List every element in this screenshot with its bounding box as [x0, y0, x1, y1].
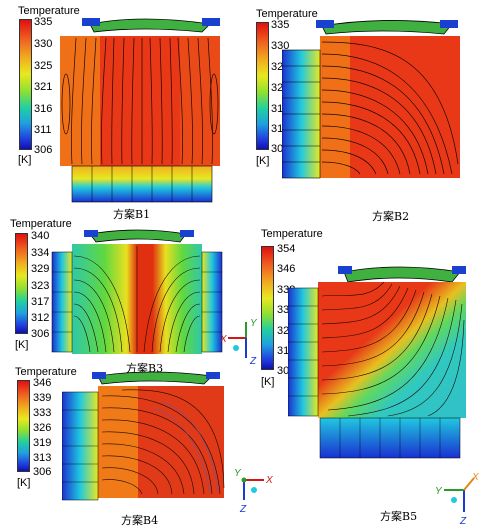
tick-b5-6: 306: [277, 365, 296, 377]
tick-b2-3: 321: [271, 82, 290, 94]
tick-b2-6: 306: [271, 143, 290, 155]
axis-y-b4: Y: [234, 468, 242, 479]
caption-b2: 方案B2: [372, 210, 410, 223]
unit-b4: [K]: [17, 477, 31, 489]
tick-b4-5: 313: [33, 452, 52, 464]
legend-title-b3: Temperature: [10, 218, 72, 230]
tick-b1-0: 335: [34, 16, 53, 28]
streamline-panel-b2: [282, 20, 460, 179]
tick-b3-0: 340: [31, 230, 50, 242]
tick-b3-4: 317: [31, 296, 50, 308]
tick-b4-0: 346: [33, 377, 52, 389]
axis-triad-b4: Y X Z: [234, 468, 273, 515]
tick-b4-6: 306: [33, 466, 52, 478]
tick-b5-4: 322: [277, 325, 296, 337]
tick-b1-4: 316: [34, 103, 53, 115]
colorbar-b1: [19, 19, 32, 150]
tick-b1-5: 311: [34, 124, 52, 136]
tick-b1-6: 306: [34, 144, 53, 156]
tick-b3-5: 312: [31, 312, 50, 324]
tick-b4-1: 339: [33, 392, 52, 404]
streamline-panel-b4: [62, 371, 225, 501]
tick-b5-2: 338: [277, 284, 296, 296]
tick-b3-2: 329: [31, 263, 50, 275]
caption-b5: 方案B5: [380, 510, 418, 523]
axis-z-b4: Z: [239, 504, 247, 515]
tick-b2-0: 335: [271, 19, 290, 31]
unit-b1: [K]: [18, 154, 32, 166]
tick-b5-3: 330: [277, 304, 296, 316]
colorbar-b4: [17, 380, 30, 472]
tick-b4-2: 333: [33, 407, 52, 419]
tick-b4-4: 319: [33, 437, 52, 449]
caption-b1: 方案B1: [113, 208, 151, 221]
tick-b3-3: 323: [31, 280, 50, 292]
axis-x-b5: X: [471, 472, 479, 483]
axis-triad-b5: X Y Z: [435, 472, 479, 527]
legend-title-b2: Temperature: [256, 8, 318, 20]
tick-b4-3: 326: [33, 422, 52, 434]
colorbar-b3: [15, 233, 28, 334]
unit-b5: [K]: [261, 376, 275, 388]
axis-x-b4: X: [265, 475, 273, 486]
legend-title-b4: Temperature: [15, 366, 77, 378]
tick-b1-3: 321: [34, 81, 53, 93]
axis-y-b3: Y: [250, 318, 258, 329]
caption-b4: 方案B4: [121, 514, 159, 527]
axis-triad-b3: Y X Z: [220, 318, 258, 366]
axis-x-b3: X: [220, 334, 227, 345]
tick-b3-1: 334: [31, 247, 50, 259]
tick-b2-2: 325: [271, 61, 290, 73]
unit-b3: [K]: [15, 339, 29, 351]
colorbar-b5: [261, 246, 274, 370]
tick-b3-6: 306: [31, 328, 50, 340]
streamline-panel-b3: [51, 229, 223, 354]
legend-title-b5: Temperature: [261, 228, 323, 240]
tick-b1-1: 330: [34, 38, 53, 50]
tick-b5-0: 354: [277, 243, 296, 255]
axis-y-b5: Y: [435, 486, 443, 497]
unit-b2: [K]: [256, 155, 270, 167]
tick-b5-5: 314: [277, 345, 296, 357]
legend-title-b1: Temperature: [18, 5, 80, 17]
streamline-panel-b5: [288, 266, 466, 459]
streamline-panel-b1: [60, 18, 220, 203]
tick-b2-4: 316: [271, 103, 290, 115]
tick-b5-1: 346: [277, 263, 296, 275]
tick-b2-5: 311: [271, 123, 289, 135]
tick-b1-2: 325: [34, 60, 53, 72]
colorbar-b2: [256, 22, 269, 150]
axis-z-b5: Z: [459, 516, 467, 527]
tick-b2-1: 330: [271, 40, 290, 52]
axis-z-b3: Z: [249, 356, 257, 366]
